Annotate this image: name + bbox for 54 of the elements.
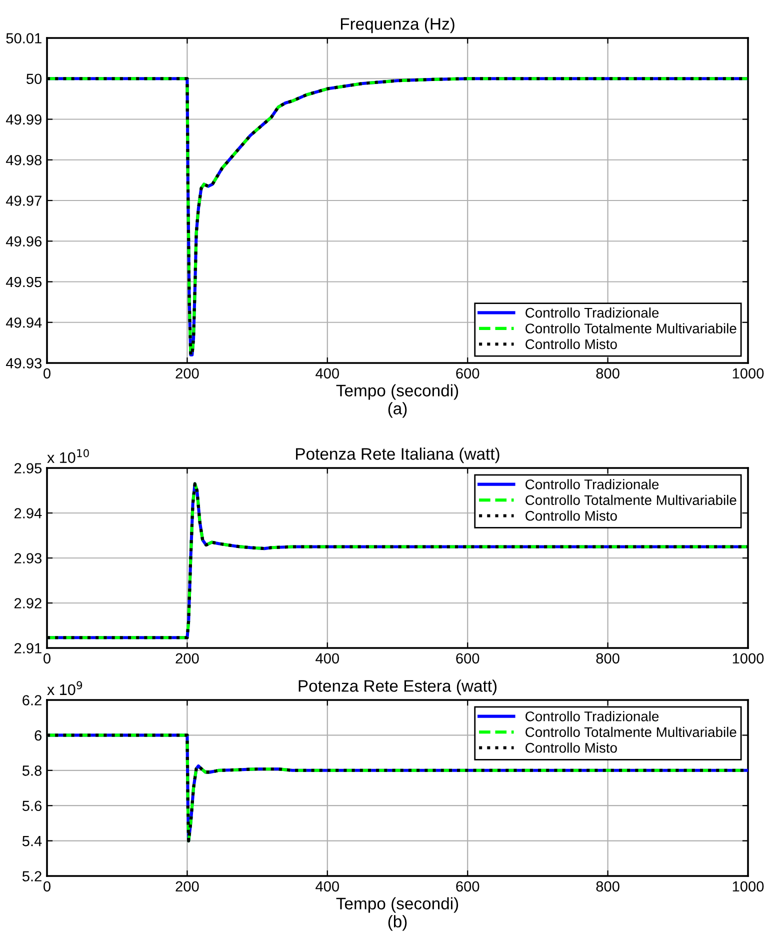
y-tick-label: 50.01 <box>6 33 42 44</box>
y-tick-label: 5.2 <box>22 871 42 882</box>
y-tick-label: 49.99 <box>6 114 42 125</box>
legend-label: Controllo Misto <box>526 742 617 753</box>
x-axis-title: Tempo (secondi) (b) <box>336 897 458 931</box>
chart-title: Potenza Rete Italiana (watt) <box>296 448 500 464</box>
y-tick-label: 2.92 <box>14 598 42 608</box>
x-tick-label: 1000 <box>732 653 764 664</box>
x-tick-label: 600 <box>456 881 480 892</box>
legend-label: Controllo Totalmente Multivariabile <box>526 323 736 334</box>
y-tick-label: 6 <box>34 730 42 741</box>
y-tick-label: 49.96 <box>6 236 42 247</box>
x-tick-label: 1000 <box>732 368 764 379</box>
y-tick-label: 6.2 <box>22 695 42 706</box>
y-tick-label: 49.97 <box>6 196 42 206</box>
legend-label: Controllo Misto <box>526 510 617 521</box>
legend-label: Controllo Tradizionale <box>526 307 659 318</box>
x-axis-title: Tempo (secondi) (a) <box>336 384 458 418</box>
chart-title: Potenza Rete Estera (watt) <box>298 680 497 696</box>
y-tick-label: 5.8 <box>22 766 42 776</box>
y-tick-label: 49.98 <box>6 154 42 166</box>
x-tick-label: 200 <box>176 881 199 892</box>
y-tick-label: 49.94 <box>6 317 42 328</box>
x-tick-label: 400 <box>316 653 339 664</box>
legend-label: Controllo Misto <box>526 338 617 350</box>
x-tick-label: 0 <box>44 653 50 664</box>
chart-title: Frequenza (Hz) <box>340 18 454 34</box>
legend-label: Controllo Tradizionale <box>526 711 659 722</box>
y-tick-label: 2.93 <box>14 553 42 564</box>
x-tick-label: 800 <box>596 368 620 379</box>
x-tick-label: 200 <box>176 653 199 664</box>
x-tick-label: 800 <box>596 653 620 664</box>
x-tick-label: 800 <box>596 881 620 892</box>
y-tick-label: 5.4 <box>22 836 42 846</box>
legend-label: Controllo Tradizionale <box>526 479 659 490</box>
y-tick-label: 2.91 <box>14 643 42 654</box>
y-tick-label: 49.93 <box>6 358 42 368</box>
legend-label: Controllo Totalmente Multivariabile <box>526 726 736 738</box>
y-tick-label: 5.6 <box>22 800 42 812</box>
x-tick-label: 400 <box>316 881 339 892</box>
x-tick-label: 200 <box>176 368 199 379</box>
x-tick-label: 0 <box>44 368 50 379</box>
x-tick-label: 600 <box>456 368 480 379</box>
x-tick-label: 400 <box>316 368 339 379</box>
x-tick-label: 0 <box>44 881 50 892</box>
y-tick-label: 2.94 <box>14 508 42 518</box>
x-tick-label: 600 <box>456 653 480 664</box>
x-tick-label: 1000 <box>732 881 764 892</box>
legend-label: Controllo Totalmente Multivariabile <box>526 494 736 506</box>
y-tick-label: 2.95 <box>14 463 42 474</box>
y-tick-label: 50 <box>26 74 42 84</box>
text: x 10$^{9}$ <box>47 681 82 696</box>
text: x 10$^{10}$ <box>47 449 89 464</box>
y-tick-label: 49.95 <box>6 276 42 288</box>
